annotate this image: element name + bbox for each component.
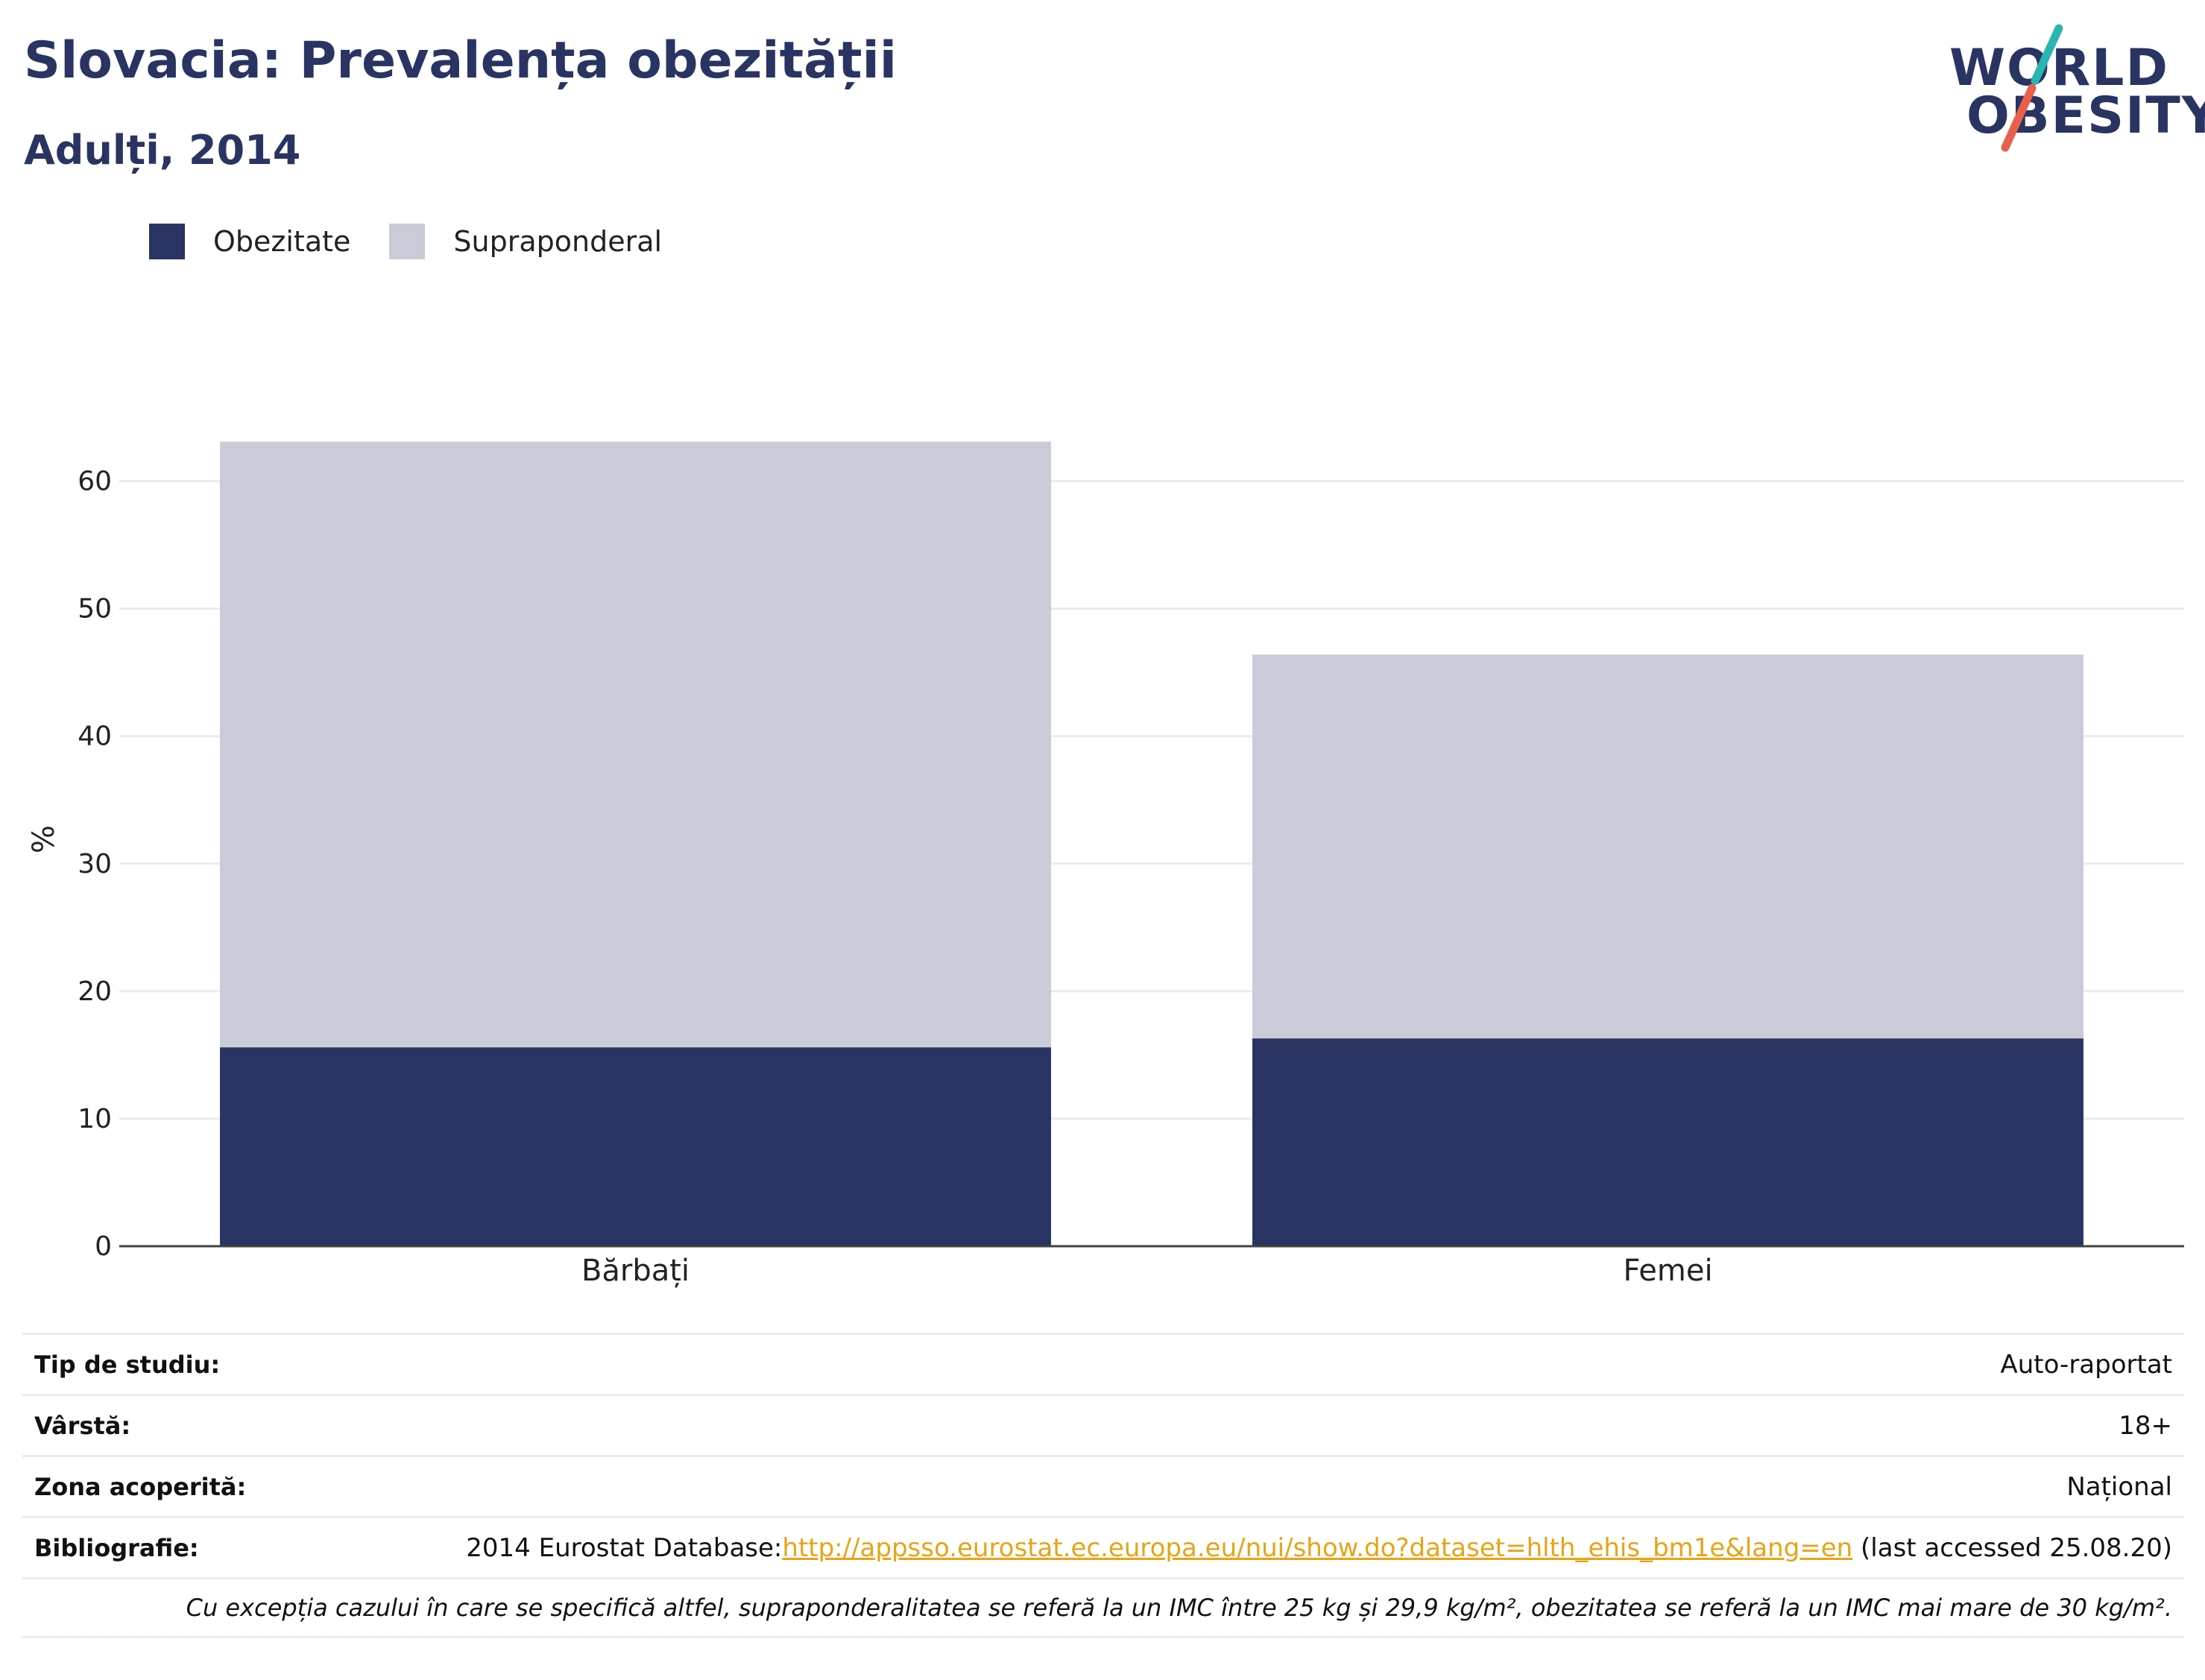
x-tick-label: Bărbați	[581, 1254, 690, 1288]
study-type-label: Tip de studiu:	[34, 1350, 221, 1379]
y-tick-label: 40	[78, 721, 112, 752]
bar-segment	[1252, 1038, 2083, 1246]
y-axis-title: %	[27, 825, 61, 853]
info-row-note: Cu excepția cazului în care se specifică…	[22, 1577, 2184, 1638]
study-info-table: Tip de studiu: Auto-raportat Vârstă: 18+…	[22, 1333, 2184, 1638]
chart-legend: Obezitate Supraponderal	[149, 221, 701, 262]
legend-swatch-obezitate	[149, 224, 185, 259]
y-tick-label: 10	[78, 1104, 112, 1134]
chart-subtitle: Adulți, 2014	[24, 127, 301, 174]
bibliography-prefix: 2014 Eurostat Database:	[466, 1532, 783, 1563]
x-tick-label: Femei	[1623, 1254, 1712, 1288]
y-tick-label: 0	[95, 1231, 112, 1262]
coverage-label: Zona acoperită:	[34, 1472, 247, 1501]
world-obesity-logo: WORLD OBESITY	[1946, 22, 2205, 157]
bibliography-link[interactable]: http://appsso.eurostat.ec.europa.eu/nui/…	[782, 1532, 1853, 1563]
bibliography-value: 2014 Eurostat Database:http://appsso.eur…	[466, 1533, 2172, 1563]
bar-segment	[220, 1047, 1051, 1246]
coverage-value: Național	[2066, 1471, 2172, 1502]
info-row-study-type: Tip de studiu: Auto-raportat	[22, 1333, 2184, 1394]
info-row-coverage: Zona acoperită: Național	[22, 1455, 2184, 1516]
y-tick-label: 60	[78, 467, 112, 497]
legend-swatch-supraponderal	[389, 224, 426, 259]
info-row-age: Vârstă: 18+	[22, 1394, 2184, 1455]
logo-line-1: WORLD	[1949, 39, 2169, 98]
legend-item-obezitate[interactable]: Obezitate	[149, 224, 350, 259]
chart-title: Slovacia: Prevalența obezității	[24, 31, 898, 90]
y-tick-label: 30	[78, 849, 112, 880]
y-tick-label: 20	[78, 976, 112, 1007]
logo-line-2: OBESITY	[1966, 86, 2205, 145]
age-label: Vârstă:	[34, 1411, 131, 1440]
study-type-value: Auto-raportat	[2000, 1349, 2172, 1380]
bibliography-label: Bibliografie:	[34, 1533, 199, 1562]
stacked-bar-chart: 0 10 20 30 40 50 60 Bărbați Femei%	[27, 441, 2184, 1288]
info-row-bibliography: Bibliografie: 2014 Eurostat Database:htt…	[22, 1516, 2184, 1577]
age-value: 18+	[2119, 1410, 2172, 1441]
bar-segment	[1252, 654, 2083, 1039]
legend-label-obezitate: Obezitate	[213, 225, 351, 258]
definition-note: Cu excepția cazului în care se specifică…	[186, 1594, 2172, 1622]
y-tick-label: 50	[78, 594, 112, 625]
legend-item-supraponderal[interactable]: Supraponderal	[389, 224, 662, 259]
bar-segment	[220, 441, 1051, 1048]
bibliography-suffix: (last accessed 25.08.20)	[1852, 1532, 2172, 1563]
logo-slash-icon	[2001, 24, 2063, 152]
legend-label-supraponderal: Supraponderal	[453, 225, 663, 258]
